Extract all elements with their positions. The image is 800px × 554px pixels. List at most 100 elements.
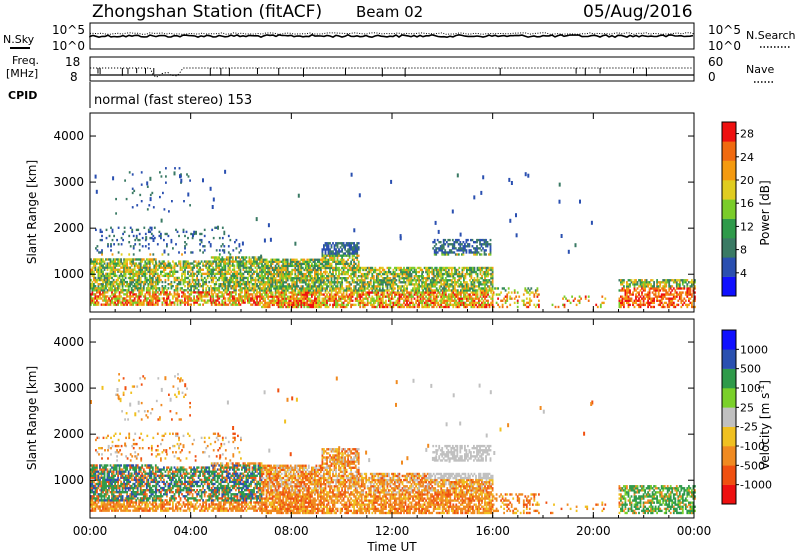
power-cell bbox=[161, 287, 164, 290]
power-cell bbox=[435, 249, 438, 252]
power-cell bbox=[274, 293, 277, 296]
power-cell bbox=[94, 287, 97, 290]
power-cell bbox=[111, 266, 113, 269]
power-cell bbox=[124, 303, 127, 306]
power-cell bbox=[324, 305, 327, 309]
power-cell bbox=[432, 295, 435, 298]
power-cell bbox=[244, 264, 246, 267]
power-cell bbox=[236, 280, 239, 284]
power-cell bbox=[442, 243, 445, 246]
power-cell bbox=[432, 293, 435, 296]
power-cell bbox=[138, 295, 141, 298]
power-cell bbox=[327, 252, 330, 255]
power-cell bbox=[366, 270, 369, 274]
power-cell bbox=[463, 305, 465, 309]
power-cell bbox=[423, 285, 426, 288]
power-cell bbox=[167, 266, 170, 269]
power-cell bbox=[242, 276, 245, 280]
power-cell bbox=[428, 287, 431, 290]
power-cell bbox=[314, 272, 316, 276]
power-cell bbox=[274, 283, 277, 286]
power-cell bbox=[353, 266, 356, 270]
power-cell bbox=[441, 272, 444, 276]
power-cell bbox=[323, 293, 325, 296]
power-cell bbox=[440, 301, 443, 305]
power-cell bbox=[415, 287, 418, 290]
power-cell bbox=[386, 303, 389, 307]
power-cell bbox=[135, 295, 138, 298]
power-cell bbox=[460, 291, 462, 294]
power-cell bbox=[300, 287, 303, 290]
power-cell bbox=[112, 283, 115, 286]
power-cell bbox=[228, 280, 231, 284]
power-cell bbox=[461, 272, 464, 276]
power-cell bbox=[372, 270, 375, 274]
power-cell bbox=[464, 247, 466, 250]
power-cell bbox=[486, 243, 489, 246]
power-cell bbox=[490, 289, 493, 292]
nsky-label: N.Sky bbox=[3, 33, 35, 46]
power-cell bbox=[380, 283, 383, 286]
power-cell bbox=[268, 279, 271, 282]
power-cell bbox=[115, 303, 118, 306]
power-cell bbox=[117, 270, 120, 273]
power-cell bbox=[385, 289, 387, 292]
power-cell bbox=[326, 242, 328, 245]
power-cell bbox=[584, 297, 587, 300]
power-cell bbox=[413, 279, 416, 282]
power-cell bbox=[273, 299, 276, 302]
power-cell bbox=[106, 301, 109, 304]
power-cell bbox=[363, 301, 366, 305]
power-cell bbox=[304, 295, 307, 298]
power-cell bbox=[218, 272, 221, 276]
power-cell bbox=[185, 295, 188, 298]
power-cell bbox=[126, 264, 129, 267]
power-cell bbox=[315, 281, 318, 284]
power-cell bbox=[481, 289, 483, 292]
power-cell bbox=[470, 295, 473, 298]
power-cell bbox=[453, 293, 456, 296]
power-cell bbox=[265, 283, 268, 286]
power-cell bbox=[251, 285, 254, 288]
power-cell bbox=[456, 285, 459, 288]
power-cell bbox=[353, 258, 356, 261]
power-cell bbox=[350, 283, 353, 286]
power-cell bbox=[357, 254, 360, 257]
power-cell bbox=[235, 293, 237, 296]
power-cell bbox=[330, 299, 333, 302]
power-cell bbox=[311, 293, 313, 296]
power-cell bbox=[435, 253, 438, 256]
power-cell bbox=[303, 295, 306, 298]
power-cell bbox=[219, 262, 222, 265]
power-cell bbox=[187, 295, 189, 298]
power-cell bbox=[102, 266, 104, 269]
power-cell bbox=[473, 279, 476, 282]
power-cell bbox=[105, 272, 107, 276]
power-cell bbox=[386, 266, 389, 270]
power-cell bbox=[439, 241, 442, 244]
power-cell bbox=[150, 258, 153, 261]
power-cell bbox=[112, 301, 115, 304]
power-cell bbox=[117, 303, 120, 306]
power-cell bbox=[641, 279, 643, 282]
power-cell bbox=[227, 260, 230, 263]
power-cell bbox=[291, 297, 294, 300]
power-cell bbox=[298, 299, 301, 302]
power-cell bbox=[267, 285, 270, 288]
power-cell bbox=[286, 301, 289, 305]
power-cell bbox=[467, 293, 470, 296]
power-cell bbox=[347, 254, 350, 257]
power-cell bbox=[105, 303, 107, 306]
power-cell bbox=[336, 260, 339, 263]
power-cell bbox=[336, 285, 339, 288]
power-cell bbox=[627, 283, 630, 286]
power-cell bbox=[247, 287, 249, 290]
power-cell bbox=[267, 297, 270, 300]
power-cell bbox=[333, 254, 336, 257]
power-cell bbox=[398, 303, 401, 307]
power-cell bbox=[624, 299, 627, 302]
power-cell bbox=[277, 260, 280, 263]
power-cell bbox=[453, 283, 456, 286]
power-cell bbox=[160, 293, 162, 296]
power-cell bbox=[236, 299, 239, 302]
